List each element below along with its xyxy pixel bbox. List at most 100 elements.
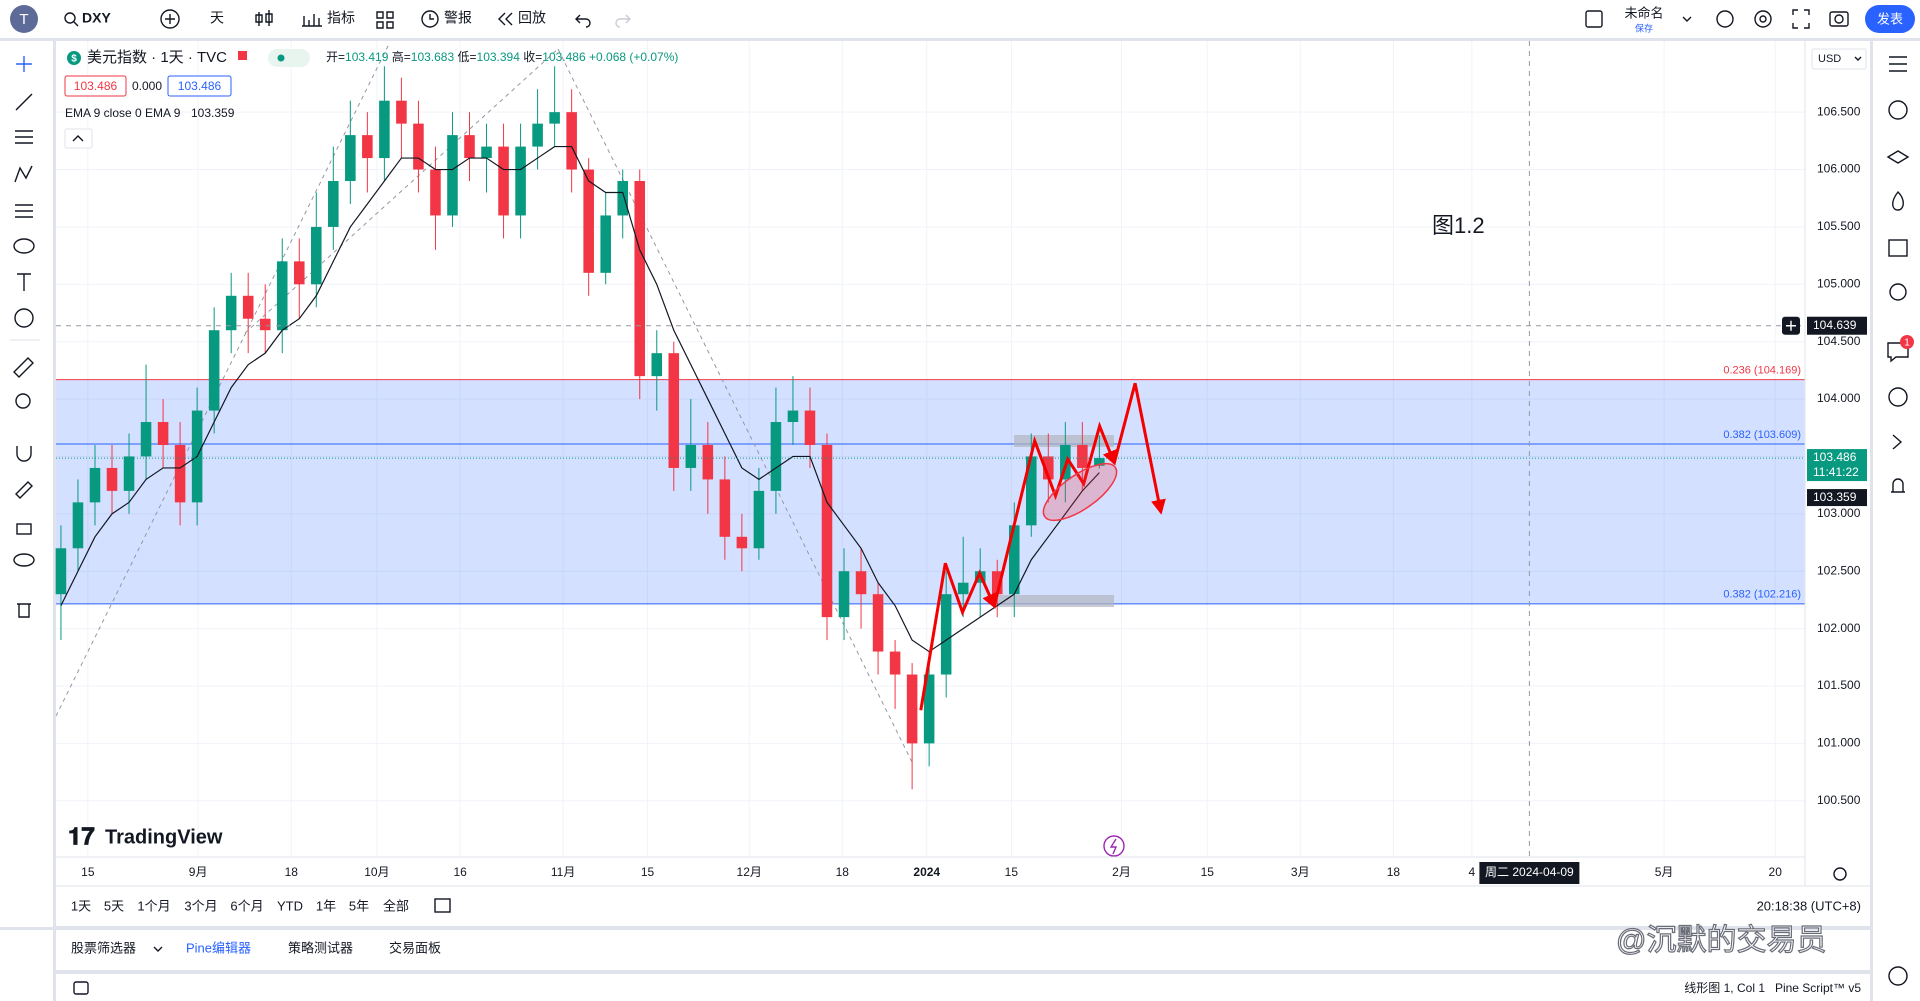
range-button[interactable]: 1年 [316,898,336,913]
fullscreen-button[interactable] [1792,9,1810,29]
bid-box[interactable] [64,75,127,97]
publish-button[interactable] [1865,5,1915,33]
flag-icon[interactable] [238,51,247,60]
compare-button[interactable] [160,9,180,29]
drawing-mode[interactable] [15,481,33,499]
goto-date-button[interactable] [434,898,451,913]
templates-button[interactable] [376,11,394,29]
trend-line[interactable] [244,48,559,334]
save-status: 保存 [1635,22,1653,33]
range-button[interactable]: 5年 [349,898,369,913]
console-icon[interactable] [73,981,89,995]
panel-tab[interactable]: Pine编辑器 [186,940,251,955]
annotation-arrow[interactable] [919,562,997,711]
settings-button[interactable] [1754,10,1772,28]
x-tick-label: 2月 [1112,865,1131,879]
clock[interactable]: 20:18:38 (UTC+8) [1757,898,1861,913]
candle-body [634,181,646,377]
avatar[interactable] [10,5,38,33]
x-tick-label: 18 [285,865,299,879]
axis-settings[interactable] [1833,867,1847,881]
candle-body [821,444,833,618]
annotation-arrow[interactable] [1112,382,1166,515]
streams-button[interactable] [1888,387,1908,407]
author-watermark: @沉默的交易员 [1616,924,1826,957]
ideas-button[interactable] [1889,283,1907,301]
indicators-button[interactable]: 指标 [327,10,355,26]
range-button[interactable]: 1天 [71,898,91,913]
magnet-tool[interactable] [16,446,32,462]
pattern-tool[interactable] [14,165,33,183]
symbol[interactable]: DXY [82,10,111,26]
fib-zone-fill[interactable] [56,379,1805,604]
legend-title[interactable]: 美元指数 · 1天 · TVC [87,49,227,66]
range-button[interactable]: 3个月 [184,898,217,913]
layout-name[interactable]: 未命名 [1624,5,1663,20]
ema-legend[interactable]: EMA 9 close 0 EMA 9 [65,106,181,120]
candle-body [1077,444,1088,468]
bar-countdown: 11:41:22 [1813,465,1859,479]
candle-body [600,215,611,273]
range-button[interactable]: 6个月 [230,898,263,913]
redo-button[interactable] [615,14,631,28]
playback-button[interactable] [1892,434,1903,450]
zoom-tool[interactable] [15,393,31,409]
candle-body [174,444,186,503]
candle-body [208,330,220,411]
candle-body [396,100,407,124]
events-icon[interactable] [1103,835,1125,857]
crosshair-tool[interactable] [16,56,32,72]
watchlist-button[interactable] [1889,56,1907,72]
x-tick-label: 15 [1005,865,1019,879]
forecast-tool[interactable] [15,204,33,218]
undo-button[interactable] [575,14,591,28]
y-tick-label: 104.500 [1817,334,1861,348]
x-tick-label: 16 [453,865,467,879]
currency-button[interactable] [1811,48,1867,70]
alerts-button[interactable] [1888,100,1908,120]
chart-type-button[interactable] [255,10,273,26]
panel-tab[interactable]: 交易面板 [389,940,441,955]
highlight-box[interactable] [998,595,1114,607]
icon-tool[interactable] [14,308,34,328]
text-tool[interactable] [17,273,31,291]
alert-button[interactable]: 警报 [444,10,472,26]
candle-body [1094,458,1105,466]
ruler-tool[interactable] [13,357,34,378]
help-button[interactable] [1888,966,1908,986]
annotation-arrow[interactable] [992,421,1117,607]
panel-tab[interactable]: 股票筛选器 [71,940,136,955]
tab-menu[interactable] [153,946,163,952]
data-window-button[interactable] [1886,150,1910,164]
shape-tool[interactable] [13,238,35,254]
highlight-box[interactable] [1014,435,1114,447]
ask-box[interactable] [167,75,232,97]
interval[interactable]: 天 [210,10,224,26]
range-button[interactable]: 全部 [383,898,409,913]
snapshot-button[interactable] [1829,11,1849,27]
delete-tool[interactable] [17,603,31,618]
visibility-tool[interactable] [13,553,35,567]
lock-tool[interactable] [16,523,32,535]
panel-tab[interactable]: 策略测试器 [288,940,353,955]
collapse-button[interactable] [64,128,93,149]
annotation-ellipse[interactable] [1035,453,1125,530]
quick-search[interactable] [1716,10,1734,28]
replay-button[interactable]: 回放 [518,10,546,26]
hotlist-button[interactable] [1892,190,1904,211]
status-pill[interactable] [268,49,310,67]
range-button[interactable]: 1个月 [137,898,170,913]
range-button[interactable]: 5天 [104,898,124,913]
trendline-tool[interactable] [15,93,33,111]
last-price-badge [1807,449,1867,482]
fib-tool[interactable] [15,130,33,144]
notifications-button[interactable] [1891,478,1905,493]
y-tick-label: 106.000 [1817,162,1861,176]
candle-body [651,353,663,377]
layout-button[interactable] [1585,10,1603,28]
range-button[interactable]: YTD [277,898,303,913]
calendar-button[interactable] [1888,239,1908,257]
layout-menu[interactable] [1682,16,1692,22]
alert-icon [429,14,434,20]
